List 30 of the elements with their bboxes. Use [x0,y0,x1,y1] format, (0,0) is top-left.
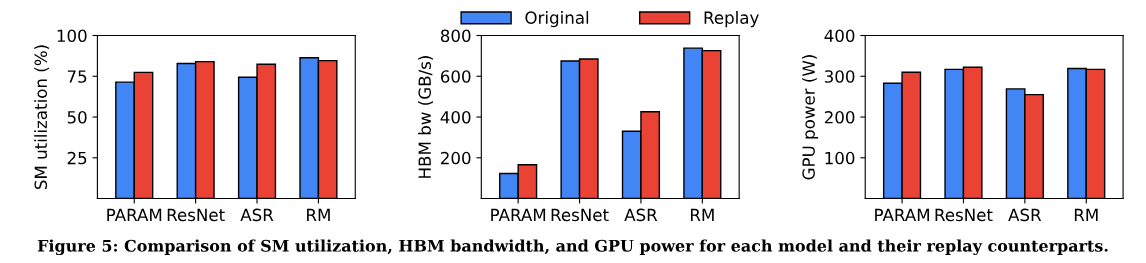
y-tick-label: 300 [824,70,855,83]
y-tick-label: 100 [825,151,855,165]
y-tick-label: 75 [67,70,87,83]
x-tick-label: PARAM [491,208,546,221]
y-axis-title: SM utilization (%) [34,45,50,190]
x-tick-label: PARAM [107,208,162,221]
x-tick-label: ASR [624,208,658,222]
y-tick-label: 200 [824,111,855,124]
x-tick-label: ResNet [935,208,993,222]
x-tick-label: RM [690,208,714,221]
y-tick-label: 100 [57,29,87,43]
x-tick-label: RM [1074,208,1098,221]
y-tick-label: 800 [440,29,471,43]
x-tick-label: PARAM [875,208,929,221]
legend-label: Original [525,11,589,28]
x-tick-label: ResNet [551,208,609,222]
y-tick-label: 400 [440,111,471,124]
x-tick-label: ASR [1008,208,1042,222]
caption: Figure 5: Comparison of SM utilization, HBM bandwidth, and GPU power for each model and their replay counterparts. [37,239,1108,256]
x-tick-label: ASR [240,208,274,222]
y-tick-label: 400 [824,29,855,43]
y-tick-label: 25 [67,151,87,165]
y-axis-title: GPU power (W) [802,55,819,180]
x-tick-label: ResNet [167,208,225,222]
y-tick-label: 600 [440,70,471,83]
y-axis-title: HBM bw (GB/s) [418,56,433,178]
legend-label: Replay [704,11,759,28]
y-tick-label: 50 [67,111,87,124]
y-tick-label: 200 [441,151,471,165]
x-tick-label: RM [307,208,330,221]
